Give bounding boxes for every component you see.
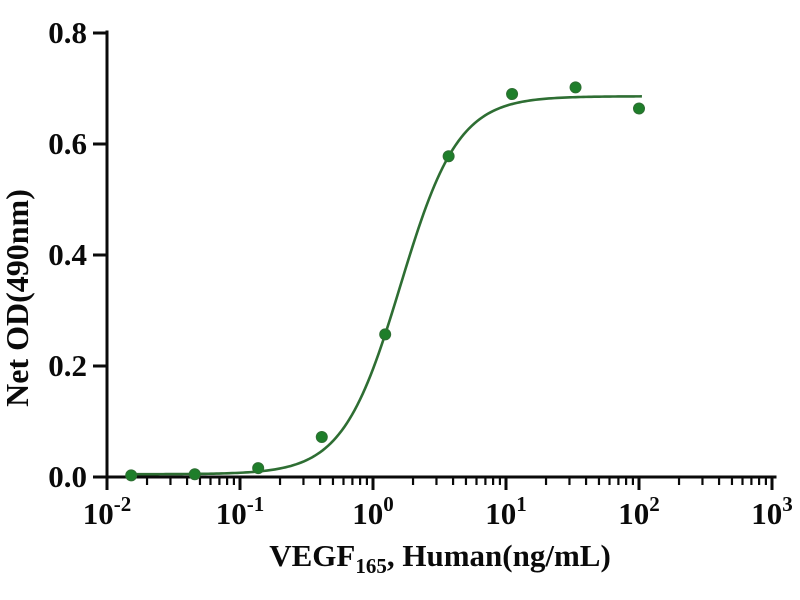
data-point xyxy=(315,431,328,444)
x-axis-tick-label: 103 xyxy=(751,492,793,531)
x-tick-base: 10 xyxy=(352,496,383,531)
axis-spine xyxy=(105,30,777,479)
data-point xyxy=(188,468,201,481)
axis-tick-labels-layer: 0.00.20.40.60.810-2 10-1 100 101 102 103 xyxy=(48,15,793,531)
x-axis-tick-label: 10-1 xyxy=(216,492,265,531)
x-tick-exponent: 2 xyxy=(649,492,660,516)
x-tick-base: 10 xyxy=(751,496,782,531)
x-axis-title-suffix: , Human(ng/mL) xyxy=(387,538,611,573)
x-tick-exponent: 3 xyxy=(782,492,793,516)
y-axis-title: Net OD(490nm) xyxy=(0,189,35,407)
data-point xyxy=(569,81,582,94)
x-tick-exponent: -1 xyxy=(247,492,265,516)
x-tick-exponent: -2 xyxy=(114,492,132,516)
data-points-layer xyxy=(125,81,645,482)
y-axis-tick-label: 0.6 xyxy=(48,126,87,161)
data-point xyxy=(125,469,138,482)
fit-curve xyxy=(131,95,642,476)
y-axis-tick-label: 0.4 xyxy=(48,237,87,272)
y-axis-tick-label: 0.0 xyxy=(48,459,87,494)
x-tick-base: 10 xyxy=(216,496,247,531)
x-tick-base: 10 xyxy=(618,496,649,531)
x-axis-tick-label: 100 xyxy=(352,492,394,531)
data-point xyxy=(633,102,645,115)
x-tick-base: 10 xyxy=(83,496,114,531)
x-tick-base: 10 xyxy=(485,496,516,531)
data-point xyxy=(379,328,392,341)
x-tick-exponent: 0 xyxy=(383,492,394,516)
x-tick-exponent: 1 xyxy=(516,492,527,516)
x-axis-tick-label: 10-2 xyxy=(83,492,132,531)
data-point xyxy=(442,150,455,163)
x-axis-tick-label: 102 xyxy=(618,492,660,531)
axis-ticks-layer xyxy=(93,31,774,490)
data-point xyxy=(506,88,519,101)
x-axis-title-subscript: 165 xyxy=(355,554,387,578)
x-axis-title-prefix: VEGF xyxy=(269,538,355,573)
data-point xyxy=(252,462,265,475)
y-axis-tick-label: 0.8 xyxy=(48,15,87,50)
fit-curve-layer xyxy=(131,95,642,476)
x-axis-tick-label: 101 xyxy=(485,492,527,531)
y-axis-tick-label: 0.2 xyxy=(48,348,87,383)
x-axis-title: VEGF165, Human(ng/mL) xyxy=(269,538,611,578)
